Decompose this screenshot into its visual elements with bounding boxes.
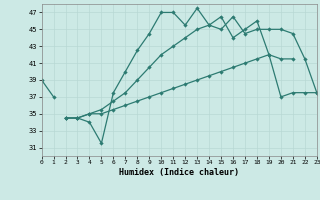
X-axis label: Humidex (Indice chaleur): Humidex (Indice chaleur) (119, 168, 239, 177)
